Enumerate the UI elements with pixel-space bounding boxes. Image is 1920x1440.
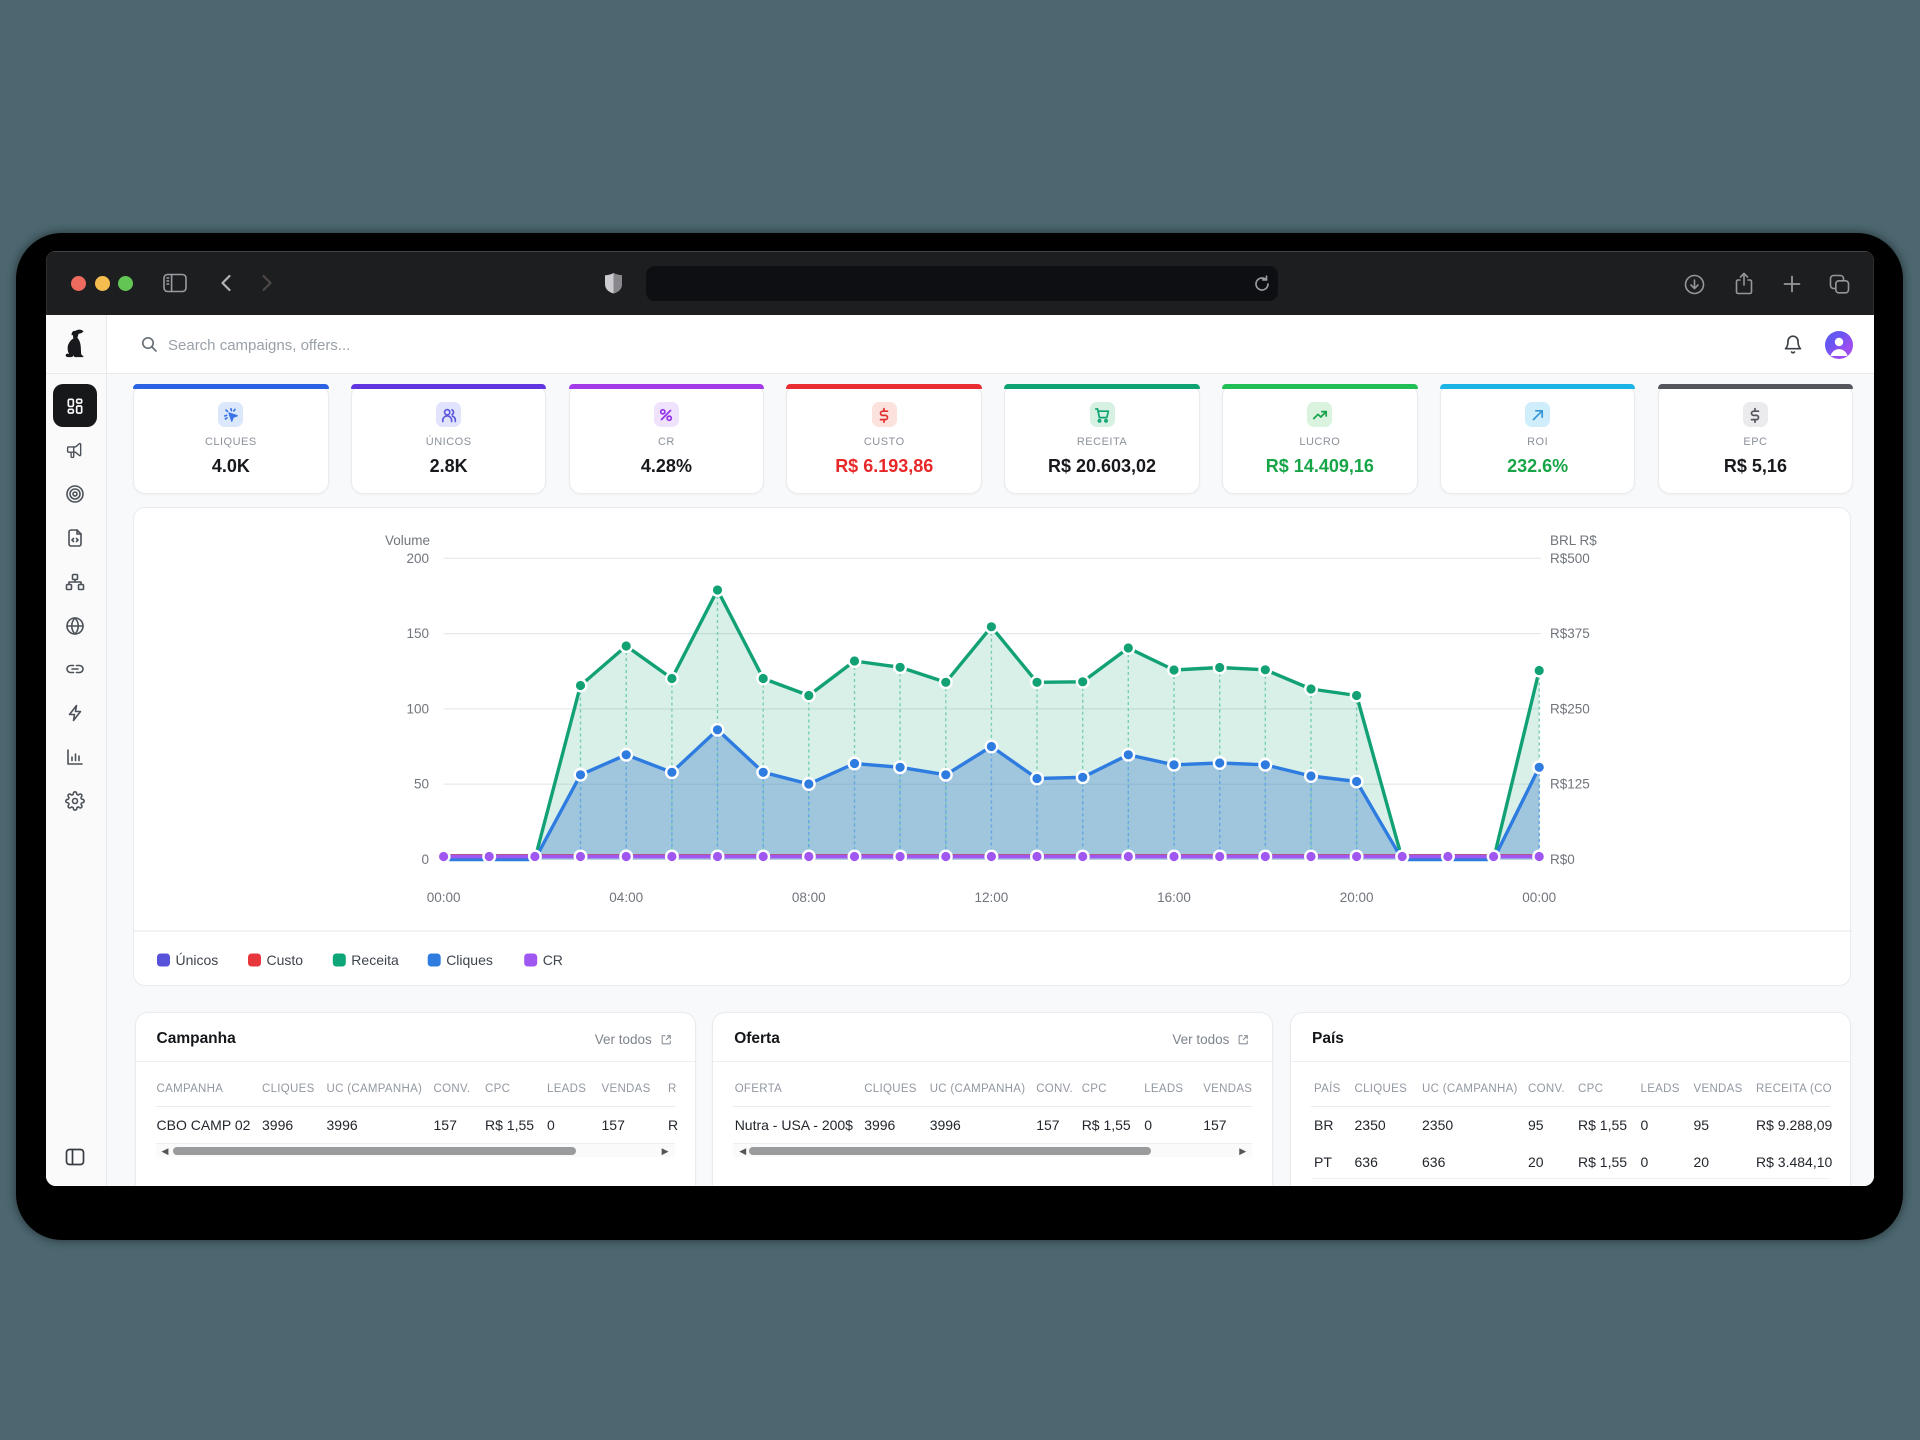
svg-text:08:00: 08:00	[792, 890, 826, 905]
svg-text:R$125: R$125	[1550, 777, 1590, 792]
svg-text:Únicos: Únicos	[176, 952, 219, 968]
svg-text:CR: CR	[543, 952, 563, 968]
svg-text:Receita: Receita	[351, 952, 399, 968]
svg-text:Cliques: Cliques	[446, 952, 493, 968]
svg-text:50: 50	[414, 777, 429, 792]
svg-text:200: 200	[406, 551, 429, 566]
svg-text:Custo: Custo	[267, 952, 304, 968]
svg-text:00:00: 00:00	[1522, 890, 1556, 905]
svg-text:20:00: 20:00	[1340, 890, 1374, 905]
svg-text:BRL R$: BRL R$	[1550, 533, 1597, 548]
svg-text:R$500: R$500	[1550, 551, 1590, 566]
svg-text:16:00: 16:00	[1157, 890, 1191, 905]
svg-text:0: 0	[421, 852, 429, 867]
svg-text:R$0: R$0	[1550, 852, 1575, 867]
svg-text:Volume: Volume	[385, 533, 430, 548]
svg-text:R$250: R$250	[1550, 701, 1590, 716]
svg-text:150: 150	[406, 626, 429, 641]
svg-text:100: 100	[406, 701, 429, 716]
svg-text:00:00: 00:00	[427, 890, 461, 905]
svg-text:04:00: 04:00	[609, 890, 643, 905]
svg-text:12:00: 12:00	[975, 890, 1009, 905]
svg-text:R$375: R$375	[1550, 626, 1590, 641]
